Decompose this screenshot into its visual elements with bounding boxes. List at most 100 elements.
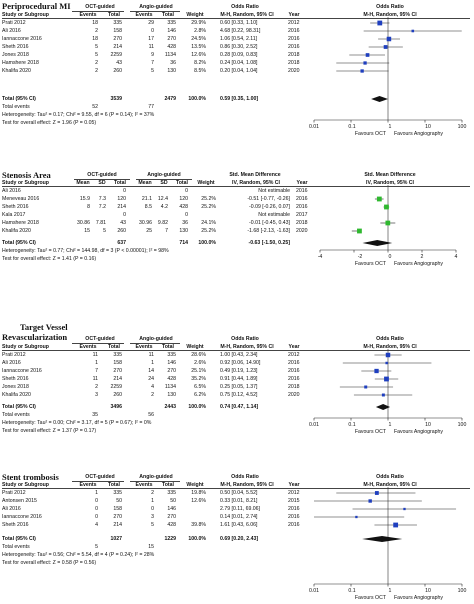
weight: 12.6% (191, 52, 206, 58)
weight: 24.5% (191, 36, 206, 42)
sub-total-1: Total (107, 344, 120, 350)
point-estimate-square (411, 29, 415, 33)
total-events-2: 77 (148, 104, 154, 110)
total-2: 50 (170, 498, 176, 504)
tick-label: 0.01 (308, 588, 320, 594)
mean-1: 15 (84, 228, 90, 234)
mean-2: 30.96 (139, 220, 152, 226)
sub-mean-2: Mean (138, 180, 152, 186)
col-header-study: Study or Subgroup (2, 344, 49, 350)
sub-year: Year (288, 344, 300, 350)
total-label: Total (95% CI) (2, 404, 36, 410)
year: 2018 (288, 384, 300, 390)
total-2: 36 (182, 220, 188, 226)
study-name: Hamshere 2018 (2, 60, 39, 66)
events-1: 3 (95, 392, 98, 398)
total-1: 335 (113, 20, 122, 26)
sub-ci-plot: M-H, Random, 95% CI (363, 12, 417, 18)
total-events-1: 52 (92, 104, 98, 110)
year: 2012 (288, 352, 300, 358)
total-1: 120 (117, 196, 126, 202)
point-estimate-square (393, 522, 399, 528)
weight: 25.1% (191, 368, 206, 374)
point-estimate-square (360, 69, 364, 73)
effect-ci: 0.20 [0.04, 1.04] (220, 68, 258, 74)
sub-events-2: Events (135, 344, 153, 350)
tick-label: 100 (457, 124, 467, 130)
weight: 2.8% (194, 28, 206, 34)
year: 2016 (288, 376, 300, 382)
sub-sd-1: SD (98, 180, 106, 186)
effect-ci: Not estimable (258, 212, 290, 218)
total-1: 43 (116, 60, 122, 66)
tick-label: 0.01 (308, 124, 320, 130)
total-weight: 100.0% (188, 96, 206, 102)
favours-right: Favours Angiography (394, 595, 444, 601)
total-ci: 0.74 [0.47, 1.14] (220, 404, 259, 410)
effect-ci: 0.75 [0.12, 4.52] (220, 392, 258, 398)
col-header-or-plot: Odds Ratio (376, 474, 404, 480)
total-2: 0 (185, 212, 188, 218)
total-label: Total (95% CI) (2, 536, 36, 542)
panel-title-line-2: Revascularization (2, 332, 68, 342)
point-estimate-square (386, 36, 392, 42)
weight: 25.2% (201, 204, 216, 210)
overall-effect: Test for overall effect: Z = 1.37 (P = 0… (2, 428, 97, 434)
effect-ci: 0.14 [0.01, 2.74] (220, 514, 258, 520)
total-events-1: 35 (92, 412, 98, 418)
year: 2016 (288, 522, 300, 528)
point-estimate-square (368, 499, 372, 503)
events-2: 0 (151, 28, 154, 34)
events-2: 0 (151, 506, 154, 512)
total-2: 270 (167, 368, 176, 374)
total-events-2: 56 (148, 412, 154, 418)
effect-ci: 2.79 [0.11, 69.06] (220, 506, 260, 512)
year: 2012 (288, 490, 300, 496)
weight: 6.2% (194, 392, 206, 398)
events-1: 0 (95, 498, 98, 504)
heterogeneity: Heterogeneity: Tau² = 0.77; Chi² = 144.9… (2, 248, 169, 254)
events-2: 1 (151, 360, 154, 366)
total-1: 214 (113, 376, 122, 382)
events-1: 1 (95, 490, 98, 496)
point-estimate-square (384, 204, 389, 210)
tick-label: 0.1 (348, 422, 356, 428)
study-name: Sheth 2016 (2, 204, 29, 210)
pooled-diamond (362, 536, 403, 542)
tick-label: 100 (457, 422, 467, 428)
year: 2016 (288, 28, 300, 34)
year: 2016 (288, 506, 300, 512)
point-estimate-square (355, 515, 358, 519)
tick-label: 0.1 (348, 124, 356, 130)
sub-weight: Weight (186, 482, 204, 488)
sub-weight: Weight (197, 180, 215, 186)
effect-ci: -0.09 [-0.26, 0.07] (249, 204, 290, 210)
tick-label: 1 (388, 422, 392, 428)
year: 2018 (296, 220, 308, 226)
study-name: Meneveau 2016 (2, 196, 40, 202)
total-weight: 100.0% (188, 404, 206, 410)
tick-label: 10 (425, 124, 431, 130)
total-2: 428 (167, 44, 176, 50)
total-1: 50 (116, 498, 122, 504)
sd-1: 5 (103, 228, 106, 234)
total-1: 260 (117, 228, 126, 234)
total-n2: 714 (179, 240, 188, 246)
year: 2016 (288, 44, 300, 50)
forest-panel-stenosis-area: Stenosis Area OCT-guided Angio-guided St… (0, 150, 474, 300)
col-header-smd-plot: Std. Mean Difference (364, 172, 416, 178)
weight: 25.2% (201, 196, 216, 202)
col-header-oct: OCT-guided (85, 336, 115, 342)
total-1: 335 (113, 352, 122, 358)
favours-left: Favours OCT (354, 131, 386, 137)
panel-title-line-1: Target Vessel (20, 322, 68, 332)
events-2: 3 (151, 514, 154, 520)
total-n2: 2479 (164, 96, 176, 102)
total-2: 36 (170, 60, 176, 66)
sub-year: Year (296, 180, 308, 186)
total-1: 158 (113, 506, 122, 512)
col-header-or-plot: Odds Ratio (376, 4, 404, 10)
tick-label: 4 (454, 254, 458, 260)
total-2: 146 (167, 506, 176, 512)
total-2: 120 (179, 196, 188, 202)
